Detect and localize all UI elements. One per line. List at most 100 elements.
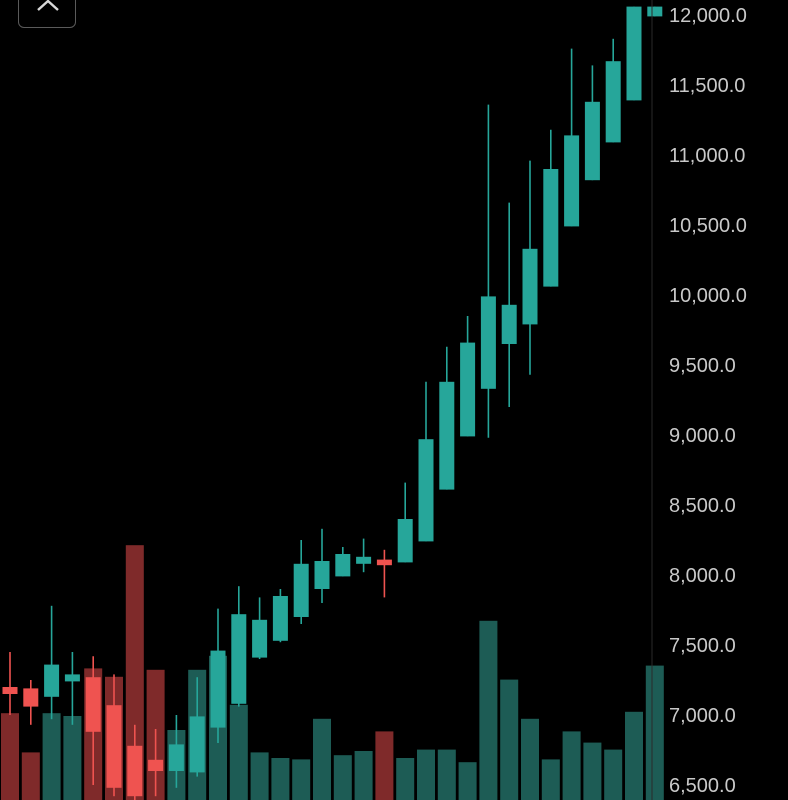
volume-bar	[625, 711, 643, 800]
price-axis-label: 9,000.0	[669, 425, 736, 447]
candle-body	[189, 716, 205, 773]
candle-body	[335, 554, 351, 577]
candle-body	[231, 614, 247, 704]
chevron-up-icon	[37, 0, 59, 11]
candle[interactable]	[418, 381, 434, 542]
collapse-button[interactable]	[18, 0, 76, 28]
candle[interactable]	[376, 549, 392, 598]
candle-body	[584, 101, 600, 181]
volume-bar	[292, 759, 311, 800]
candle-body	[252, 619, 268, 658]
candle-body	[480, 296, 496, 389]
volume-bar	[604, 749, 623, 800]
candle-body	[418, 439, 434, 542]
candle[interactable]	[335, 547, 351, 577]
candle[interactable]	[168, 715, 184, 788]
candle-body	[23, 688, 39, 707]
candle[interactable]	[2, 652, 18, 715]
candle[interactable]	[605, 38, 621, 143]
volume-bar	[541, 759, 560, 800]
price-axis-label: 9,500.0	[669, 355, 736, 377]
candle[interactable]	[106, 674, 122, 797]
candle[interactable]	[543, 129, 559, 287]
volume-bar	[521, 718, 539, 800]
volume-bar	[1, 713, 19, 800]
candle-body	[647, 6, 663, 17]
candle[interactable]	[647, 6, 663, 17]
volume-bar	[458, 762, 477, 800]
candle[interactable]	[127, 724, 143, 800]
candle-body	[439, 381, 455, 490]
candle[interactable]	[189, 677, 205, 777]
volume-bar	[562, 731, 581, 800]
candle-body	[564, 135, 580, 227]
candle-body	[64, 674, 80, 682]
candle[interactable]	[85, 656, 101, 785]
candle[interactable]	[272, 589, 288, 643]
price-axis-label: 10,500.0	[669, 215, 747, 237]
candle[interactable]	[210, 608, 226, 743]
candle-body	[376, 559, 392, 566]
candle[interactable]	[564, 48, 580, 227]
candle[interactable]	[23, 680, 39, 725]
price-axis-label: 7,500.0	[669, 635, 736, 657]
volume-bar	[250, 752, 269, 800]
candle[interactable]	[148, 729, 164, 797]
candle[interactable]	[314, 528, 330, 603]
candle[interactable]	[522, 160, 538, 375]
candle-body	[626, 6, 642, 101]
volume-bar	[21, 752, 40, 800]
price-axis-label: 8,500.0	[669, 495, 736, 517]
candle[interactable]	[584, 65, 600, 181]
volume-bar	[125, 545, 144, 800]
volume-bar	[229, 704, 248, 800]
candle[interactable]	[293, 540, 309, 624]
volume-bar	[479, 620, 498, 800]
candle[interactable]	[356, 538, 372, 573]
candle-body	[106, 705, 122, 788]
candle-body	[522, 248, 538, 325]
volume-bar	[645, 665, 664, 800]
candle-body	[501, 304, 517, 344]
volume-bar	[333, 755, 352, 800]
candle-body	[543, 169, 559, 287]
candle-body	[605, 61, 621, 143]
volume-bar	[313, 718, 331, 800]
volume-bar	[42, 713, 61, 800]
volume-bar	[437, 749, 456, 800]
volume-bar	[271, 758, 290, 800]
price-axis[interactable]: 12,000.0 11,500.0 11,000.0 10,500.0 10,000.0…	[669, 5, 747, 797]
price-axis-label: 11,500.0	[669, 75, 745, 97]
candle[interactable]	[439, 346, 455, 490]
candle[interactable]	[626, 6, 642, 101]
price-axis-label: 11,000.0	[669, 145, 745, 167]
volume-bar	[396, 758, 415, 800]
price-axis-label: 6,500.0	[669, 775, 736, 797]
volume-bar	[354, 751, 373, 800]
price-axis-label: 7,000.0	[669, 705, 736, 727]
price-candles	[2, 6, 663, 800]
candle-body	[314, 561, 330, 589]
candle-body	[460, 342, 476, 437]
candle[interactable]	[480, 104, 496, 438]
candle[interactable]	[64, 652, 80, 725]
candle-body	[210, 650, 226, 728]
candle-body	[2, 687, 18, 694]
volume-bars	[1, 545, 664, 800]
volume-bar	[63, 716, 82, 800]
price-axis-label: 12,000.0	[669, 5, 747, 27]
candle[interactable]	[44, 605, 60, 720]
candle-body	[356, 556, 372, 564]
candle-body	[127, 745, 143, 797]
candle[interactable]	[252, 597, 268, 659]
candle[interactable]	[501, 202, 517, 407]
candle[interactable]	[231, 586, 247, 707]
candle-body	[293, 563, 309, 617]
candle[interactable]	[397, 482, 413, 563]
candle[interactable]	[460, 316, 476, 437]
price-axis-label: 8,000.0	[669, 565, 736, 587]
candle-body	[272, 596, 288, 641]
volume-bar	[583, 742, 602, 800]
candle-body	[85, 677, 101, 732]
